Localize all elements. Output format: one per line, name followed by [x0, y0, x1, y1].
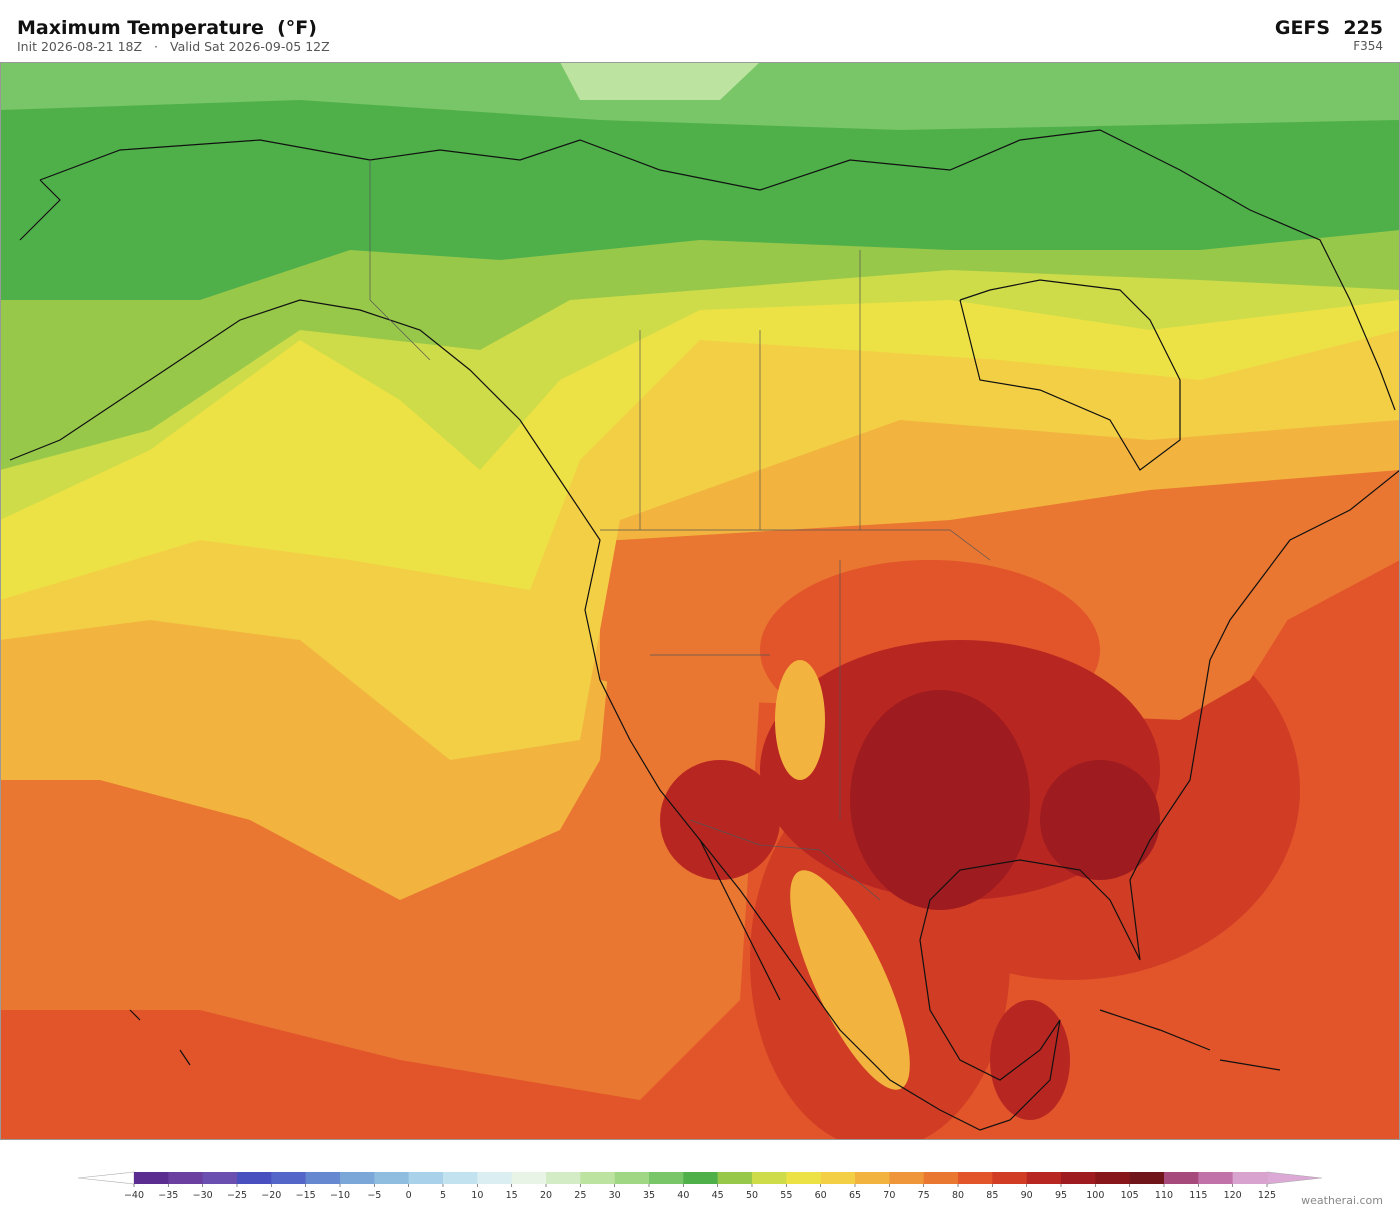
colorbar-segment — [374, 1172, 409, 1184]
colorbar-tick-label: 125 — [1258, 1190, 1276, 1201]
colorbar-segment — [134, 1172, 169, 1184]
colorbar-segment — [889, 1172, 924, 1184]
colorbar-segment — [1198, 1172, 1233, 1184]
temperature-field — [990, 1000, 1070, 1120]
colorbar-tick-label: 60 — [815, 1190, 827, 1201]
colorbar-segment — [717, 1172, 753, 1184]
colorbar-segment — [340, 1172, 375, 1184]
init-time: Init 2026-08-21 18Z — [17, 39, 142, 54]
colorbar-tick-label: 55 — [780, 1190, 792, 1201]
colorbar-tick-label: 75 — [918, 1190, 930, 1201]
valid-time: Valid Sat 2026-09-05 12Z — [170, 39, 330, 54]
colorbar-tick-label: 5 — [440, 1190, 446, 1201]
colorbar-tick-label: −35 — [158, 1190, 178, 1201]
colorbar-segment — [168, 1172, 203, 1184]
colorbar-tick-label: 10 — [471, 1190, 483, 1201]
colorbar-segment — [649, 1172, 684, 1184]
colorbar-tick-label: −20 — [261, 1190, 281, 1201]
colorbar-tick-label: −30 — [193, 1190, 213, 1201]
colorbar-segment — [923, 1172, 959, 1184]
colorbar-tick-label: 0 — [406, 1190, 412, 1201]
colorbar-tick-label: 85 — [986, 1190, 998, 1201]
temperature-field — [560, 62, 760, 100]
temperature-field — [775, 660, 825, 780]
colorbar-tick-label: −5 — [367, 1190, 381, 1201]
colorbar-segment — [511, 1172, 547, 1184]
colorbar-segment — [305, 1172, 341, 1184]
credit: weatherai.com — [1301, 1194, 1383, 1207]
colorbar-segment — [237, 1172, 272, 1184]
colorbar-segment — [958, 1172, 993, 1184]
colorbar-segment — [477, 1172, 512, 1184]
colorbar-tick-label: 80 — [952, 1190, 964, 1201]
colorbar-segment — [752, 1172, 787, 1184]
colorbar-segment — [820, 1172, 856, 1184]
colorbar-tick-label: 40 — [677, 1190, 689, 1201]
colorbar-tick-label: 100 — [1086, 1190, 1104, 1201]
colorbar-segment — [992, 1172, 1027, 1184]
separator: · — [154, 39, 158, 54]
colorbar-tick-label: −40 — [124, 1190, 144, 1201]
colorbar-segment — [546, 1172, 581, 1184]
colorbar-segment — [1232, 1172, 1268, 1184]
map — [0, 62, 1400, 1140]
colorbar-tick-label: −15 — [296, 1190, 316, 1201]
colorbar-tick-label: −25 — [227, 1190, 247, 1201]
colorbar-tick-label: 120 — [1224, 1190, 1242, 1201]
border — [369, 160, 991, 901]
colorbar-tick-label: 35 — [643, 1190, 655, 1201]
colorbar-tick-label: 105 — [1121, 1190, 1139, 1201]
colorbar-segment — [1095, 1172, 1130, 1184]
colorbar-tick-label: 110 — [1155, 1190, 1173, 1201]
colorbar-segment — [1164, 1172, 1199, 1184]
colorbar-tick-label: 25 — [574, 1190, 586, 1201]
colorbar-segment — [580, 1172, 615, 1184]
colorbar-segment — [271, 1172, 306, 1184]
colorbar-tick-label: 95 — [1055, 1190, 1067, 1201]
colorbar-tick-label: 15 — [506, 1190, 518, 1201]
colorbar-tick-label: 30 — [609, 1190, 621, 1201]
temperature-field — [660, 760, 780, 880]
colorbar-tick-label: 70 — [883, 1190, 895, 1201]
colorbar-tick-label: 90 — [1021, 1190, 1033, 1201]
colorbar-tick-label: −10 — [330, 1190, 350, 1201]
colorbar-tick-label: 45 — [712, 1190, 724, 1201]
colorbar-tick-label: 65 — [849, 1190, 861, 1201]
title: Maximum Temperature (°F) — [17, 17, 317, 39]
colorbar-tick-label: 50 — [746, 1190, 758, 1201]
colorbar-segment — [1026, 1172, 1062, 1184]
colorbar-segment — [202, 1172, 238, 1184]
model-label: GEFS 225 — [1275, 17, 1383, 39]
colorbar-segment — [786, 1172, 821, 1184]
colorbar-segment — [1061, 1172, 1096, 1184]
colorbar-segment — [408, 1172, 444, 1184]
colorbar-segment — [1129, 1172, 1165, 1184]
colorbar-tick-label: 20 — [540, 1190, 552, 1201]
colorbar-segment — [855, 1172, 890, 1184]
colorbar-segment — [443, 1172, 478, 1184]
colorbar-segment — [614, 1172, 650, 1184]
subtitle: Init 2026-08-21 18Z · Valid Sat 2026-09-05… — [17, 39, 330, 54]
forecast-hour: F354 — [1353, 39, 1383, 53]
temperature-field — [790, 870, 910, 1090]
temperature-field — [1040, 760, 1160, 880]
temperature-field — [850, 690, 1030, 910]
colorbar-tick-label: 115 — [1189, 1190, 1207, 1201]
colorbar: −40 −35 −30 −25 −20 −15 −10 −5 0 5 10 15 20 25 30 35 40 4… — [77, 1171, 1323, 1201]
coastline — [9, 129, 1400, 1131]
colorbar-segment — [683, 1172, 718, 1184]
